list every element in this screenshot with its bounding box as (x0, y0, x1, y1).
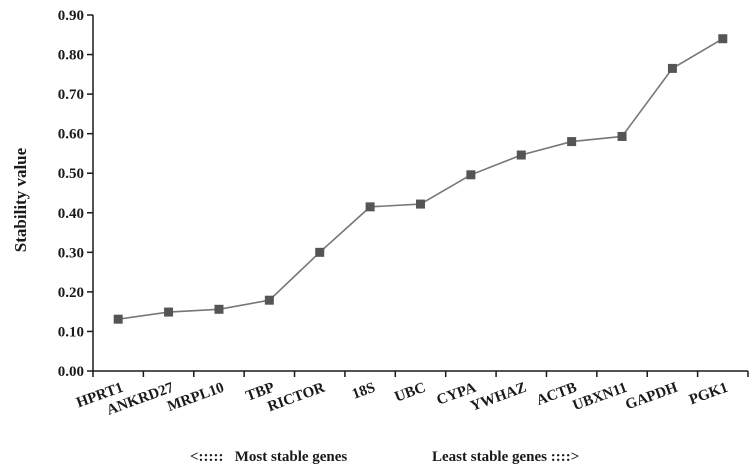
y-tick-label: 0.50 (58, 166, 84, 182)
data-point-marker (365, 202, 375, 212)
y-axis: 0.00 0.10 0.20 0.30 0.40 0.50 0.60 0.70 0.80 0.90 (58, 8, 94, 380)
data-point-marker (264, 295, 274, 305)
data-point-marker (466, 170, 476, 180)
most-stable-note: <::::: Most stable genes (190, 449, 347, 465)
data-point-marker (416, 199, 425, 209)
series-polyline (118, 38, 724, 320)
y-tick-label: 0.90 (58, 8, 84, 24)
y-tick-label: 0.00 (58, 364, 84, 380)
y-tick-label: 0.60 (58, 127, 84, 143)
y-tick-label: 0.80 (58, 48, 84, 64)
y-tick-label: 0.30 (58, 245, 84, 261)
x-category-label: PGK1 (687, 380, 730, 409)
data-point-marker (718, 34, 728, 44)
y-axis-title: Stability value (11, 147, 30, 252)
data-point-marker (315, 247, 325, 257)
least-stable-note: Least stable genes ::::> (432, 449, 579, 465)
x-category-label: UBC (393, 380, 428, 406)
x-category-label: YWHAZ (468, 380, 528, 415)
data-point-marker (164, 307, 174, 317)
data-point-marker (567, 137, 577, 147)
x-category-label: MRPL10 (165, 380, 226, 415)
y-tick-label: 0.40 (58, 206, 84, 222)
y-tick-label: 0.10 (58, 324, 84, 340)
y-tick-label: 0.70 (58, 87, 84, 103)
data-point-marker (667, 63, 677, 73)
x-category-label: UBXN11 (571, 380, 630, 414)
y-tick-label: 0.20 (58, 285, 84, 301)
series-line (113, 34, 728, 324)
data-point-marker (617, 131, 627, 141)
x-category-label: GAPDH (623, 380, 680, 414)
data-point-marker (516, 150, 526, 160)
data-point-marker (214, 304, 224, 314)
x-category-label: RICTOR (265, 380, 327, 416)
x-category-label: 18S (350, 380, 377, 403)
data-point-marker (113, 314, 123, 324)
